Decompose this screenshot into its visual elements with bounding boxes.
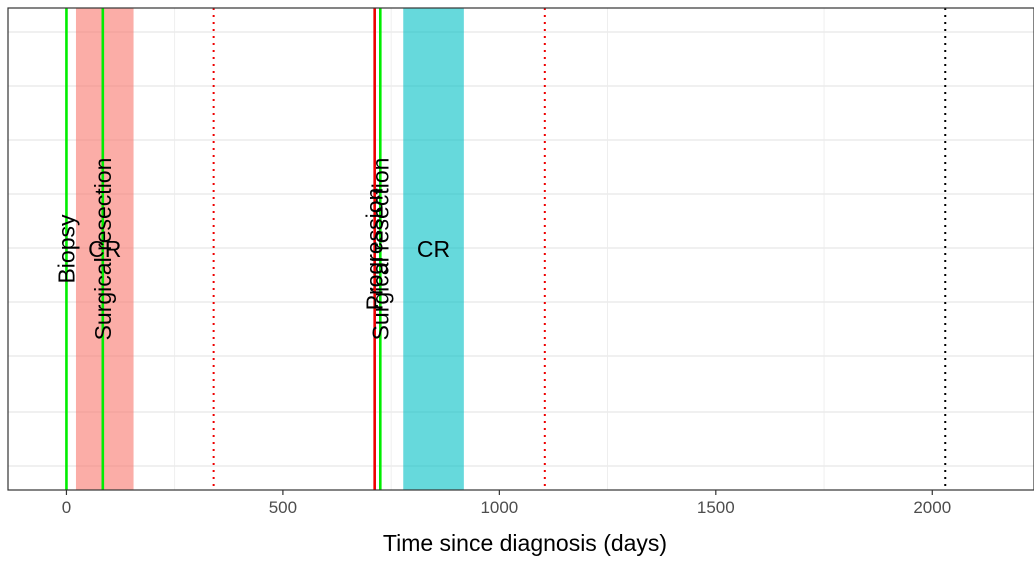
- event-label: Biopsy: [53, 214, 79, 284]
- x-tick-label: 500: [269, 498, 297, 517]
- event-label: Surgical resection: [90, 158, 116, 341]
- response-band: [403, 8, 464, 490]
- response-band: [75, 8, 134, 490]
- panel-border: [7, 7, 1034, 491]
- x-tick-label: 2000: [913, 498, 951, 517]
- grid-minor: [174, 8, 825, 490]
- response-band-label: CR: [417, 236, 450, 262]
- x-axis-ticks: 0 500 1000 1500 2000: [62, 490, 951, 517]
- dotted-markers: [212, 8, 947, 490]
- response-bands: [75, 8, 464, 490]
- x-tick-label: 0: [62, 498, 71, 517]
- grid-major: [8, 31, 1034, 467]
- x-tick-label: 1000: [480, 498, 518, 517]
- response-band-label: CR: [88, 236, 121, 262]
- event-label: Progression: [362, 188, 388, 311]
- x-tick-label: 1500: [697, 498, 735, 517]
- event-lines: [65, 8, 382, 490]
- event-labels: Biopsy Surgical resection ProgressionSurgi…: [53, 158, 393, 341]
- response-band-labels: CR CR: [88, 236, 450, 262]
- x-axis-title: Time since diagnosis (days): [383, 530, 667, 556]
- event-label: Surgical resection: [367, 158, 393, 341]
